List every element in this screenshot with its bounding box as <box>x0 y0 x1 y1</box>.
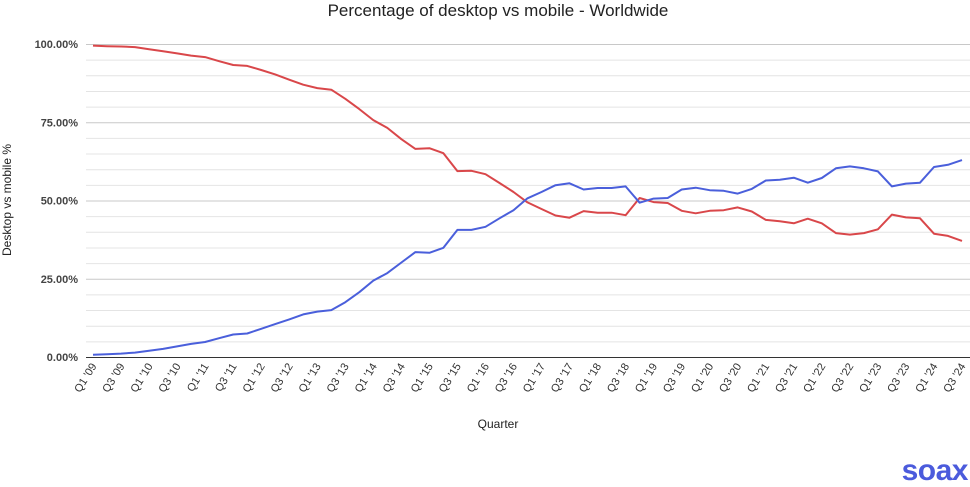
y-tick-label: 25.00% <box>41 274 79 286</box>
y-tick-label: 0.00% <box>47 352 78 364</box>
x-tick-label: Q3 '09 <box>100 361 127 395</box>
x-tick-label: Q3 '23 <box>885 361 912 395</box>
y-tick-label: 50.00% <box>41 196 79 208</box>
y-tick-label: 75.00% <box>41 117 79 129</box>
x-tick-label: Q3 '16 <box>493 361 520 395</box>
series-line-0 <box>93 46 962 241</box>
x-tick-label: Q3 '21 <box>773 361 800 395</box>
x-tick-label: Q3 '19 <box>661 361 688 395</box>
soax-logo: soax <box>902 454 969 482</box>
x-tick-label: Q1 '23 <box>857 361 884 395</box>
series-line-1 <box>93 160 962 355</box>
y-axis-label: Desktop vs mobile % <box>0 144 14 256</box>
x-tick-label: Q3 '14 <box>381 361 408 395</box>
x-tick-label: Q3 '22 <box>829 361 856 395</box>
x-tick-label: Q1 '16 <box>465 361 492 395</box>
x-tick-label: Q3 '18 <box>605 361 632 395</box>
x-axis-label: Quarter <box>478 417 519 431</box>
y-tick-label: 100.00% <box>35 39 79 51</box>
x-tick-label: Q1 '13 <box>297 361 324 395</box>
chart-title: Percentage of desktop vs mobile - Worldw… <box>328 1 669 20</box>
x-tick-label: Q3 '24 <box>941 361 968 395</box>
x-tick-label: Q1 '15 <box>409 361 436 395</box>
gridlines <box>86 45 970 342</box>
x-tick-label: Q1 '21 <box>745 361 772 395</box>
x-tick-label: Q1 '12 <box>241 361 268 395</box>
x-tick-label: Q1 '11 <box>185 361 212 394</box>
x-tick-label: Q3 '11 <box>213 361 240 394</box>
x-tick-label: Q1 '09 <box>72 361 99 395</box>
x-tick-label: Q1 '20 <box>689 361 716 395</box>
x-tick-label: Q3 '13 <box>325 361 352 395</box>
x-tick-label: Q3 '10 <box>156 361 183 395</box>
x-tick-label: Q1 '10 <box>128 361 155 395</box>
x-tick-label: Q1 '19 <box>633 361 660 395</box>
x-tick-label: Q1 '22 <box>801 361 828 395</box>
x-tick-label: Q3 '12 <box>269 361 296 395</box>
x-tick-label: Q3 '17 <box>549 361 576 395</box>
x-tick-label: Q1 '24 <box>913 361 940 395</box>
x-tick-label: Q3 '15 <box>437 361 464 395</box>
x-tick-label: Q1 '18 <box>577 361 604 395</box>
x-tick-label: Q1 '14 <box>353 361 380 395</box>
x-tick-label: Q1 '17 <box>521 361 548 395</box>
x-tick-label: Q3 '20 <box>717 361 744 395</box>
y-axis-ticks: 0.00% 25.00% 50.00% 75.00% 100.00% <box>35 39 79 364</box>
